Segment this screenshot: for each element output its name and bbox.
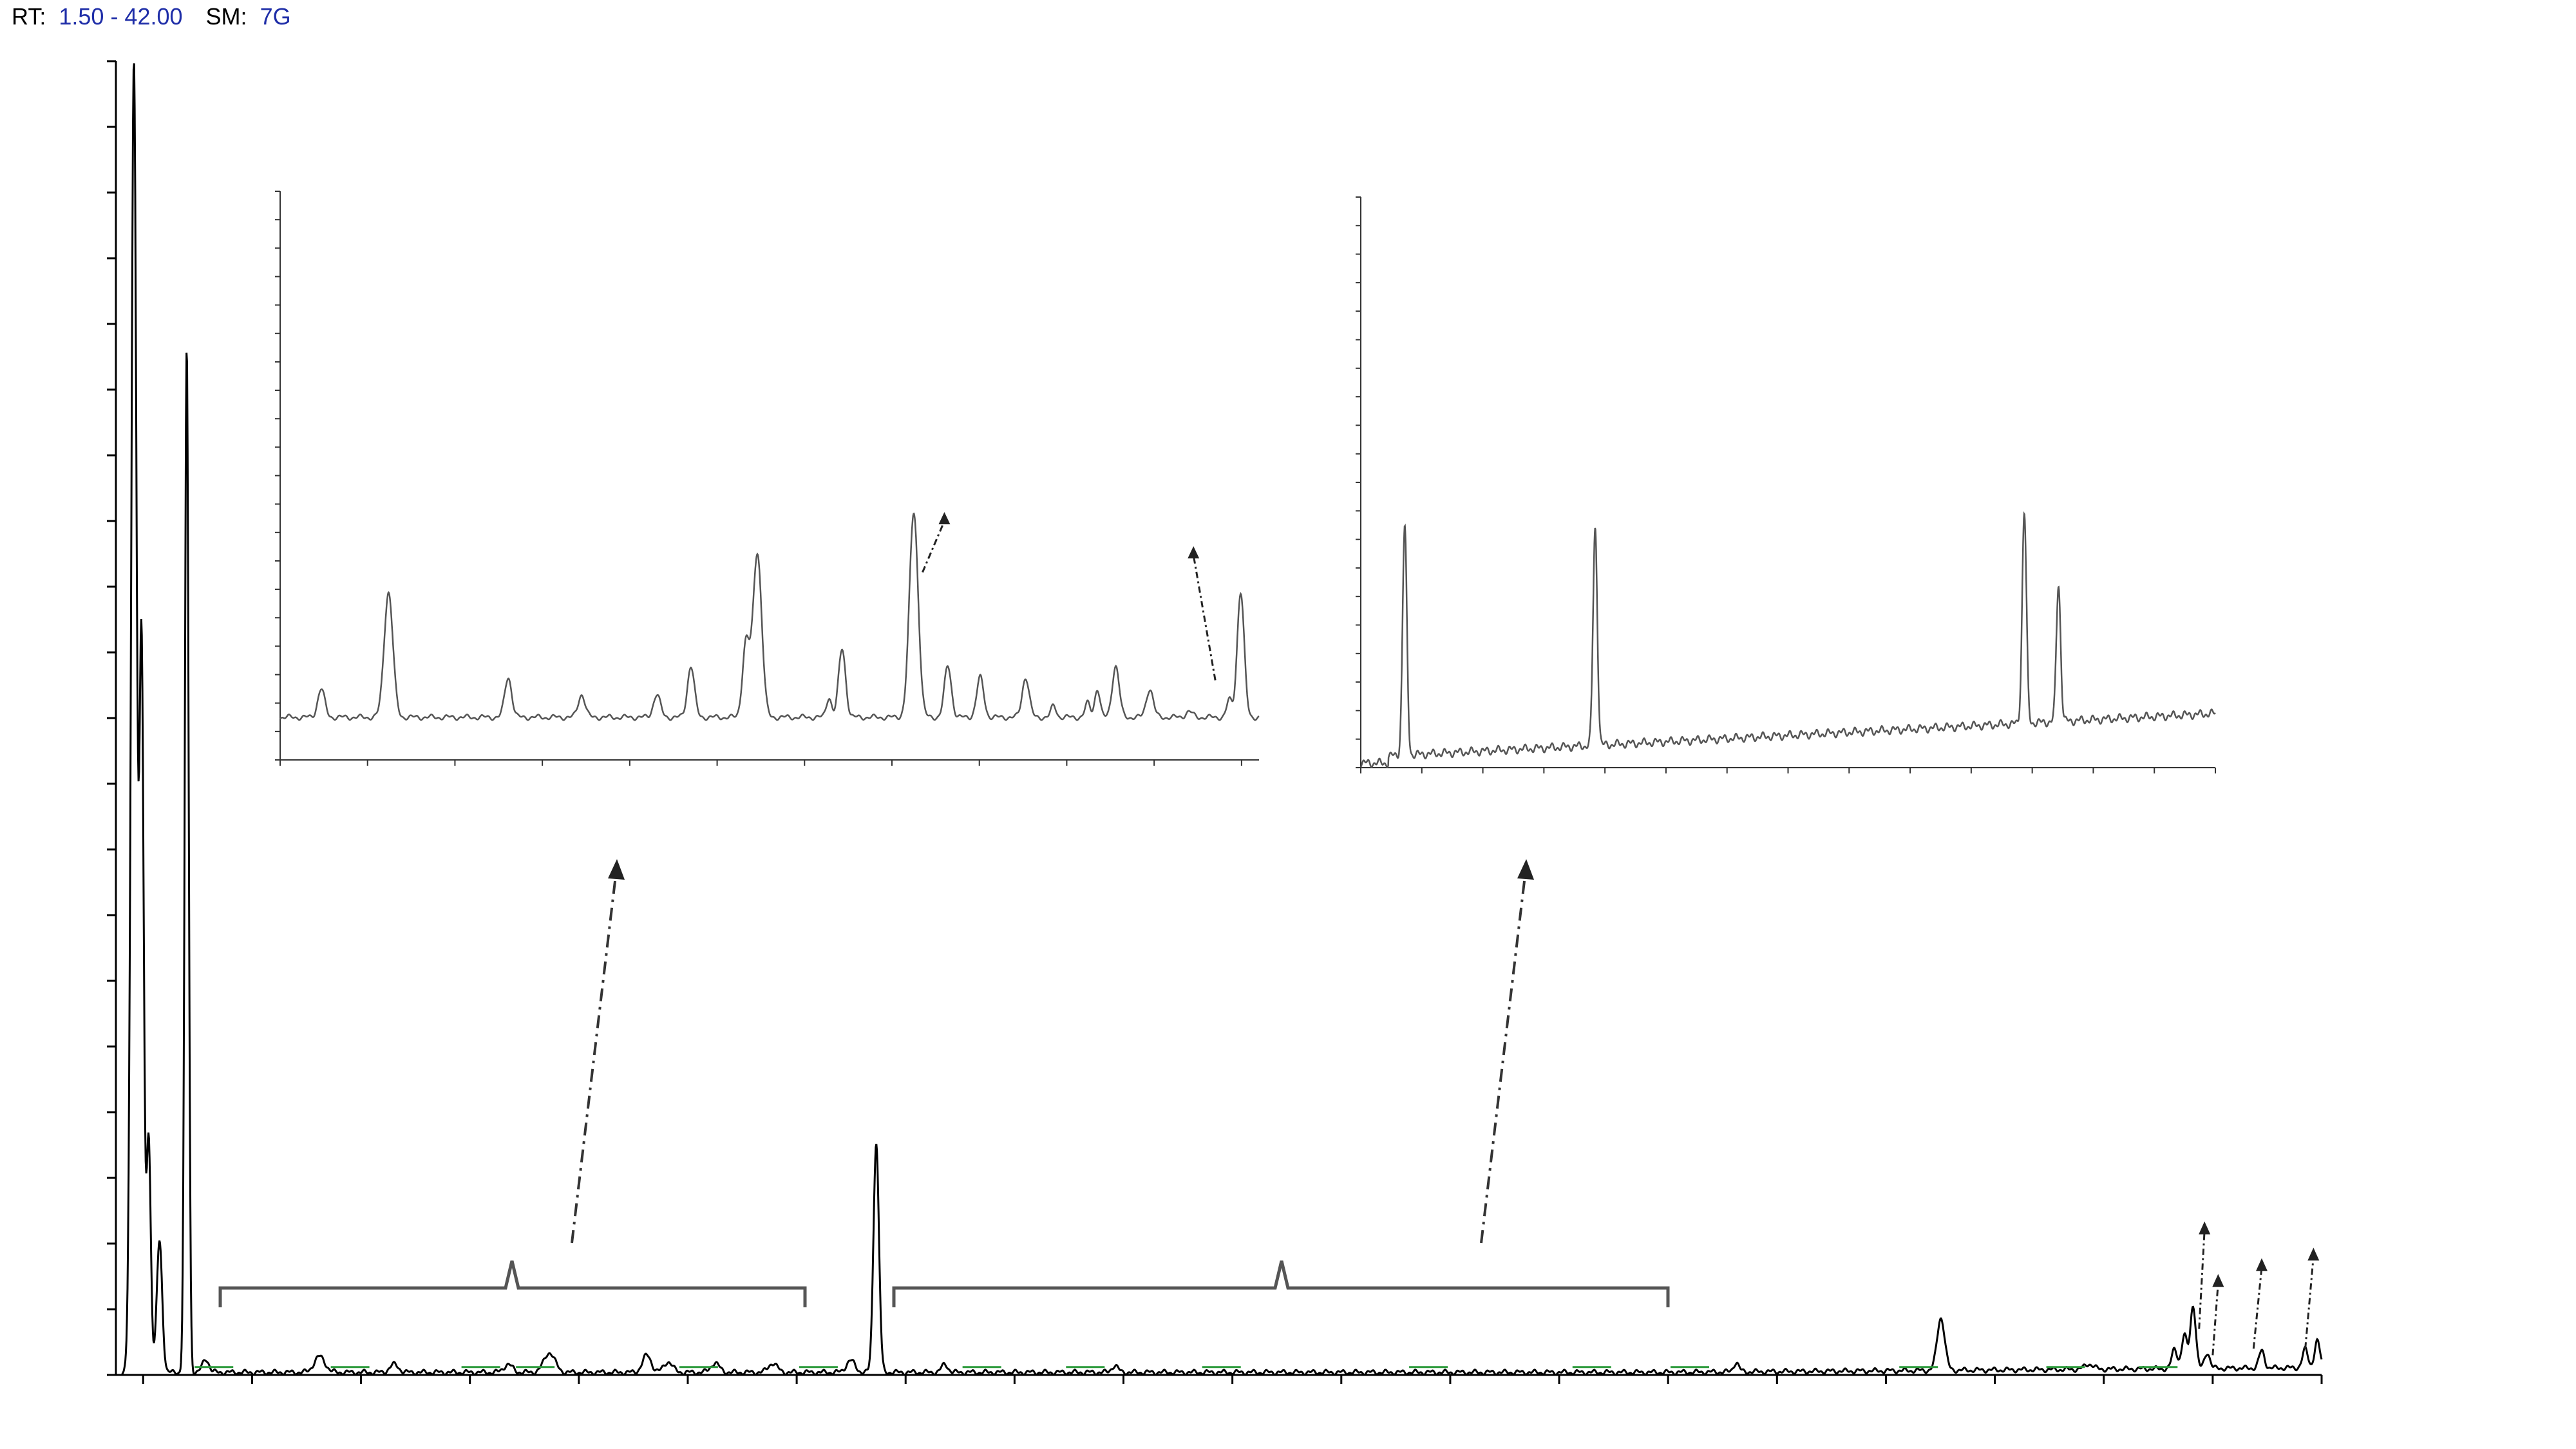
peak-pointer-head [2255, 1258, 2268, 1271]
rt-range-header: RT: 1.50 - 42.00 SM: 7G [12, 3, 291, 30]
inset-pointer-head [1188, 546, 1200, 559]
left-range-bracket [218, 1260, 807, 1307]
peak-pointer-line [2304, 1256, 2315, 1349]
inset-chromatogram-trace [1359, 511, 2216, 768]
zoom-annotations [218, 859, 1670, 1307]
sm-prefix: SM: [206, 3, 247, 30]
main-chromatogram-trace [116, 63, 2323, 1376]
inset-chart-16-30 [1356, 196, 2216, 773]
right-zoom-arrow-line [1480, 875, 1526, 1244]
main-chromatogram [107, 60, 2323, 1384]
inset-chart-4-15 [275, 191, 1260, 766]
inset-pointer-head [938, 512, 951, 525]
rt-range-value: 1.50 - 42.00 [59, 3, 182, 30]
inset-pointer-line [1192, 554, 1217, 681]
right-range-bracket [892, 1260, 1670, 1307]
peak-pointer-line [2198, 1230, 2206, 1329]
inset-chromatogram-trace [279, 512, 1260, 721]
rt-prefix: RT: [12, 3, 46, 30]
peak-pointer-head [2212, 1274, 2224, 1287]
peak-pointer-line [2211, 1283, 2219, 1356]
inset-pointer-line [922, 520, 945, 573]
left-zoom-arrowhead [608, 859, 625, 880]
peak-pointer-line [2252, 1267, 2263, 1349]
left-zoom-arrow-line [571, 875, 617, 1244]
right-zoom-arrowhead [1517, 859, 1534, 880]
peak-pointer-head [2307, 1247, 2320, 1261]
sm-value: 7G [260, 3, 291, 30]
peak-pointer-head [2199, 1221, 2211, 1235]
